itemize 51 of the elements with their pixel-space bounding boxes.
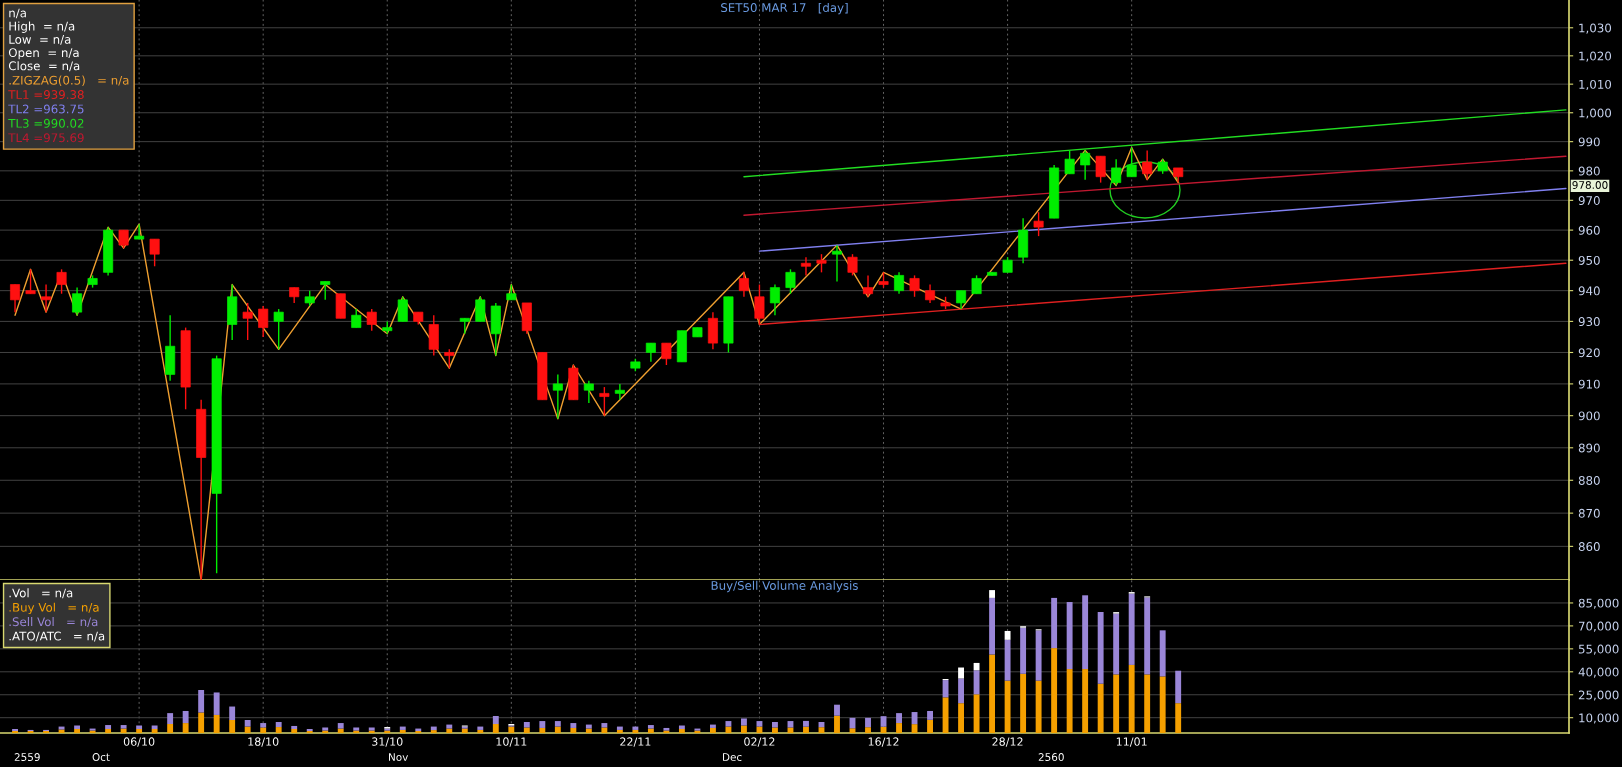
x-tick-label: 16/12 <box>868 737 899 747</box>
y-tick-label: 920 <box>1578 348 1600 358</box>
y-tick-label: 1,030 <box>1579 23 1612 34</box>
y-tick-label: 910 <box>1578 379 1600 389</box>
y-tick-label: 55,000 <box>1578 644 1619 655</box>
legend-title: .Vol = n/a <box>9 588 73 599</box>
y-tick-label: 900 <box>1578 411 1600 421</box>
text: .ZIGZAG(0.5) = n/a <box>9 75 129 87</box>
y-tick-label: 1,010 <box>1579 79 1612 91</box>
y-tick-label: 1,020 <box>1579 51 1612 62</box>
x-tick-label: 06/10 <box>123 737 155 747</box>
y-tick-label: 1,000 <box>1579 108 1612 119</box>
y-tick-label: 980 <box>1578 166 1600 176</box>
y-tick-label: 960 <box>1578 225 1600 235</box>
y-tick-label: 10,000 <box>1579 713 1619 724</box>
y-tick-label: 890 <box>1578 443 1600 453</box>
y-tick-label: 40,000 <box>1578 667 1619 678</box>
chart-title: SET50 MAR 17 [day] <box>721 2 848 15</box>
y-tick-label: 860 <box>1578 542 1600 552</box>
y-tick-label: 880 <box>1578 476 1600 485</box>
x-tick-label: 22/11 <box>620 737 651 747</box>
text: TL3 =990.02 <box>8 118 84 128</box>
x-tick-label: 10/11 <box>496 737 527 747</box>
y-tick-label: 70,000 <box>1579 621 1619 632</box>
text: 2560 <box>1038 753 1064 761</box>
x-tick-label: 11/01 <box>1116 737 1147 747</box>
y-tick-label: 930 <box>1578 317 1600 327</box>
chart-title: Buy/Sell Volume Analysis <box>711 580 858 593</box>
text: 978.00 <box>1572 181 1608 189</box>
text: Oct <box>92 753 110 761</box>
text: .Buy Vol = n/a <box>9 602 99 615</box>
y-tick-label: 990 <box>1578 137 1600 147</box>
y-tick-label: 25,000 <box>1578 690 1619 701</box>
y-tick-label: 870 <box>1578 508 1600 518</box>
y-tick-label: 970 <box>1578 196 1600 205</box>
y-tick-label: 950 <box>1578 255 1600 265</box>
text: TL4 =975.69 <box>8 133 84 143</box>
text: .ATO/ATC = n/a <box>9 631 105 642</box>
x-tick-label: 31/10 <box>372 737 403 747</box>
text: TL1 =939.38 <box>8 90 84 100</box>
y-tick-label: 85,000 <box>1578 598 1619 609</box>
text: TL2 =963.75 <box>8 104 84 114</box>
text: 2559 <box>14 753 40 761</box>
text: Nov <box>389 753 409 761</box>
x-tick-label: 28/12 <box>992 737 1023 747</box>
x-tick-label: 02/12 <box>744 737 775 747</box>
text: .Sell Vol = n/a <box>9 617 98 628</box>
y-tick-label: 940 <box>1578 286 1600 296</box>
text: Dec <box>723 753 742 761</box>
legend-title: n/a High = n/a Low = n/a Open = n/a Close = n/a <box>8 8 80 72</box>
x-tick-label: 18/10 <box>248 737 279 747</box>
